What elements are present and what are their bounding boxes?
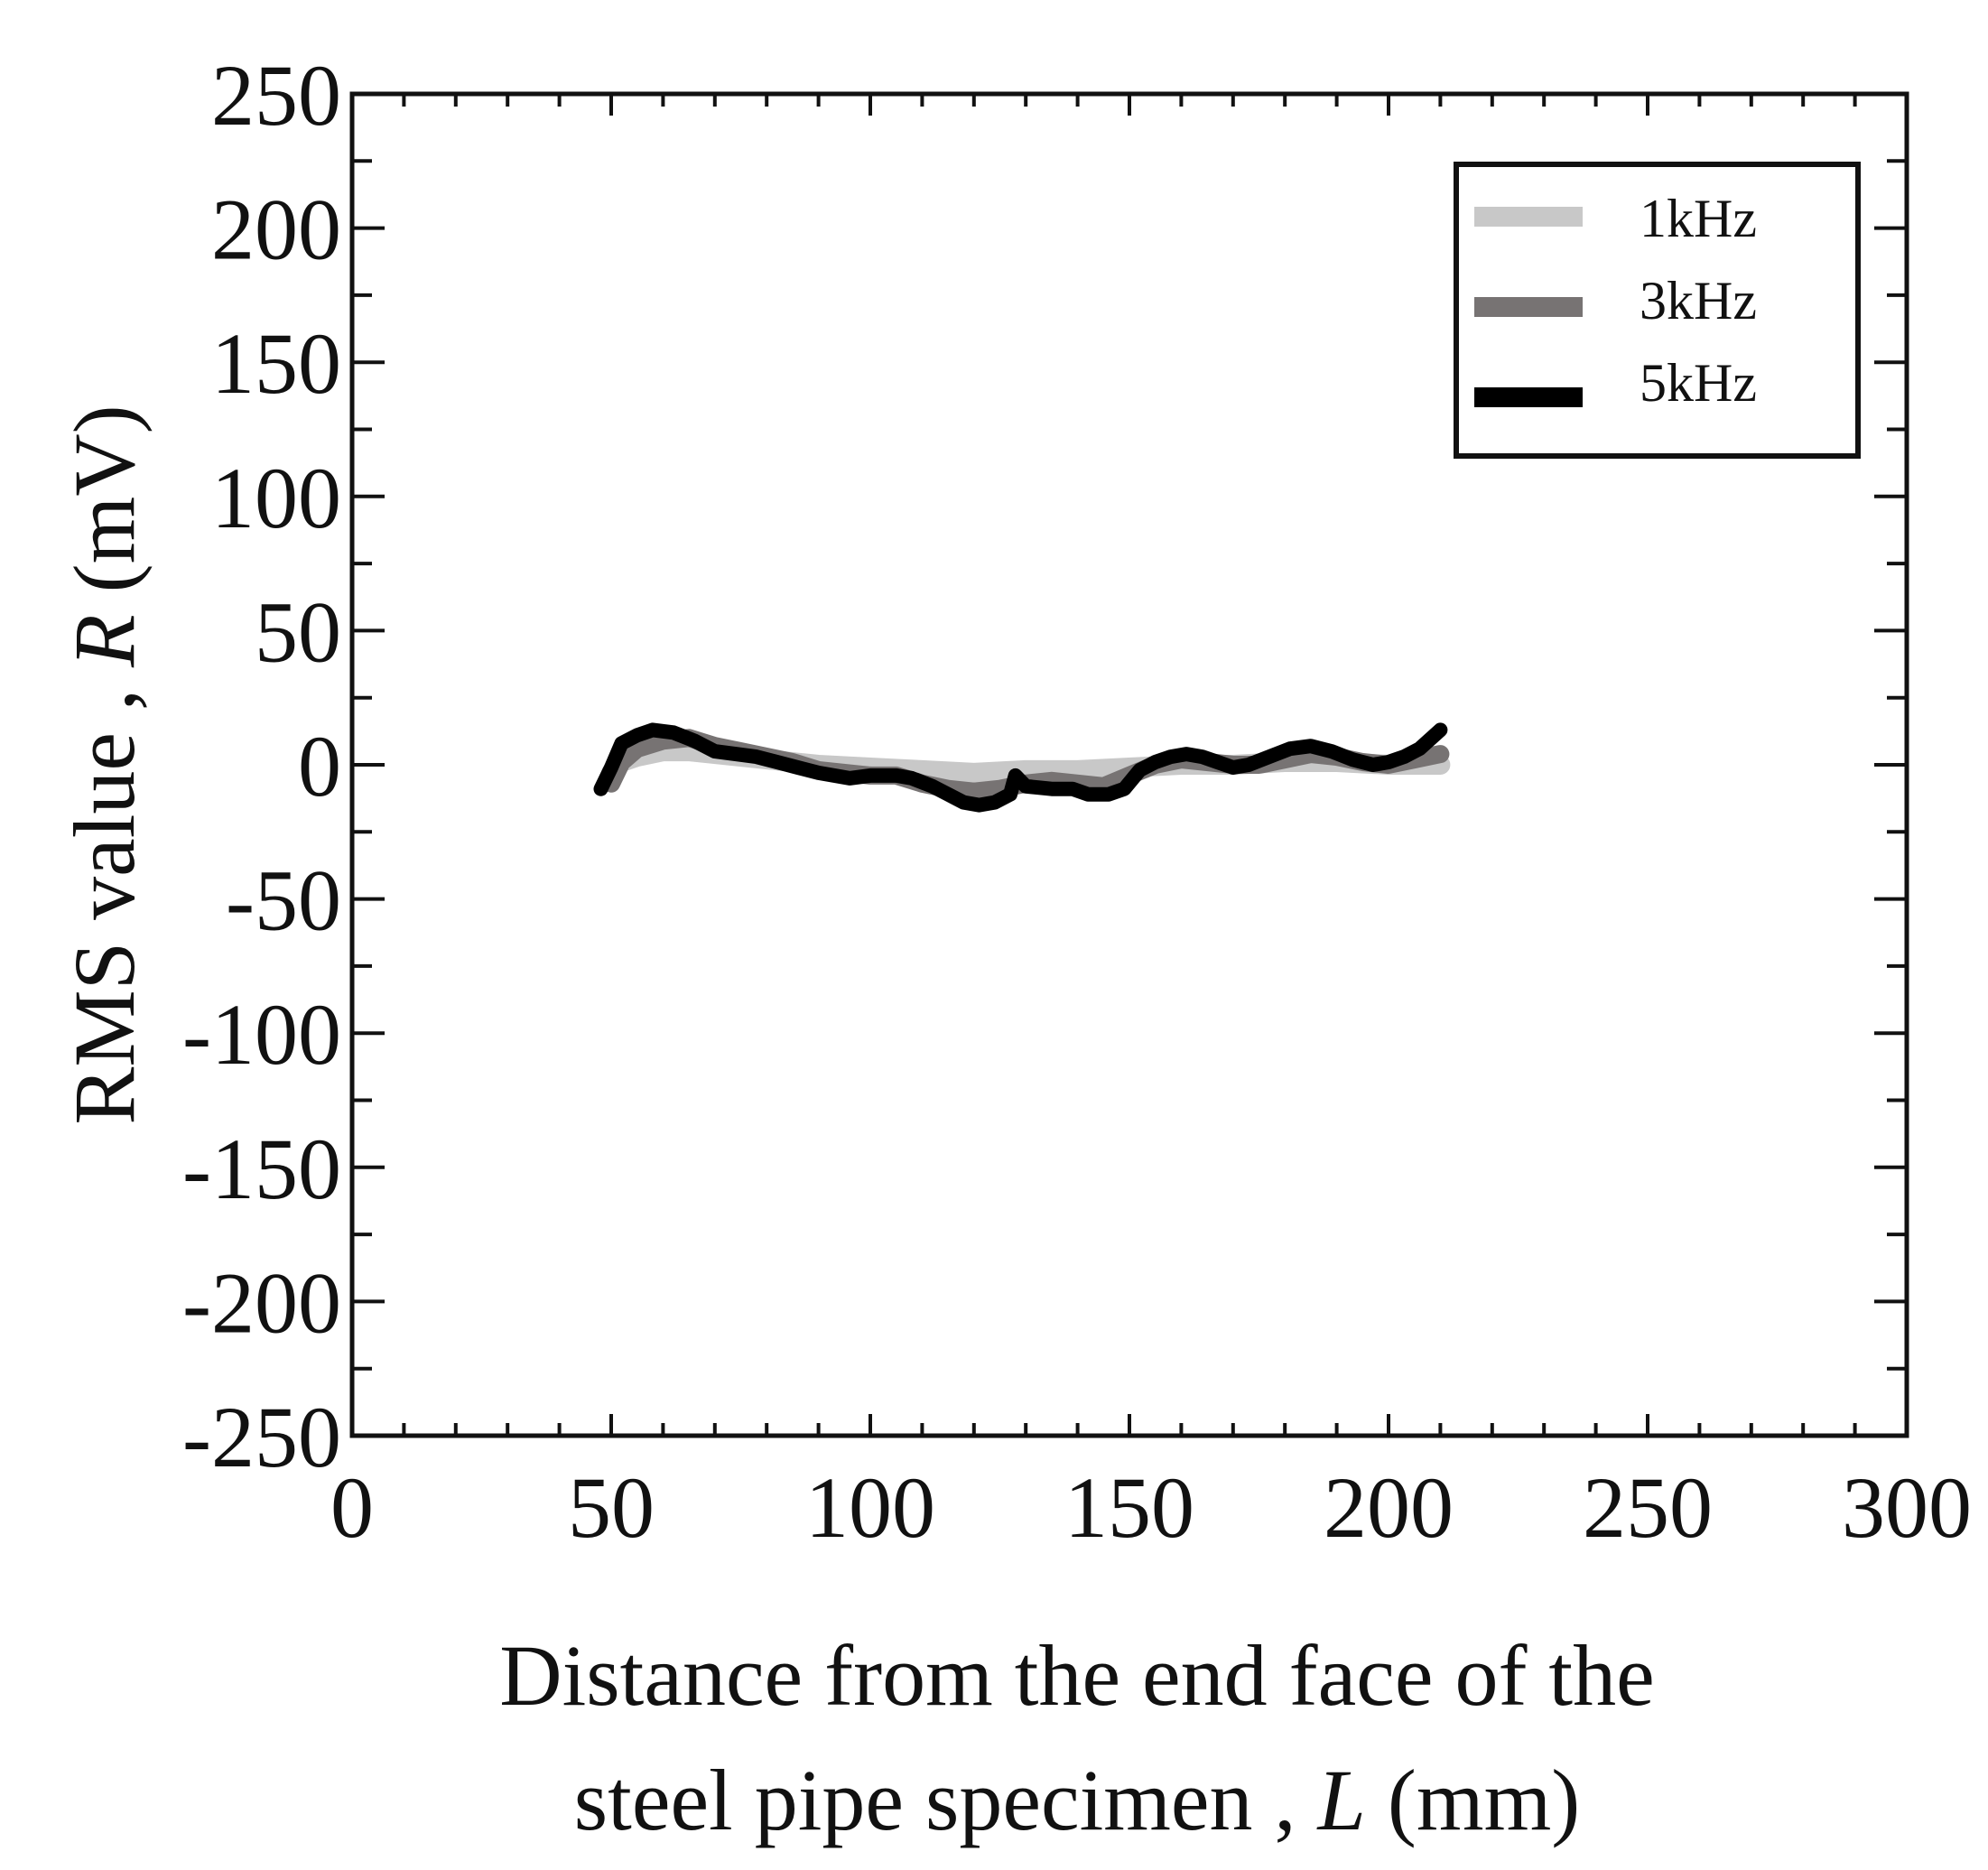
x-tick-label: 200 bbox=[1324, 1459, 1454, 1556]
y-tick-label: 50 bbox=[255, 583, 341, 680]
legend-label-3khz: 3kHz bbox=[1640, 271, 1757, 330]
y-axis-title: RMS value , R (mV) bbox=[56, 405, 153, 1124]
series-line-5khz bbox=[593, 722, 1448, 813]
y-tick-label: -100 bbox=[182, 986, 341, 1083]
y-tick-label: 100 bbox=[211, 450, 341, 546]
x-tick-label: 100 bbox=[805, 1459, 935, 1556]
y-axis-title-main: RMS value , bbox=[56, 667, 153, 1125]
x-axis-title-variable: L bbox=[1316, 1752, 1366, 1848]
x-axis-tick-labels: 0 50 100 150 200 250 300 bbox=[330, 1459, 1972, 1556]
x-tick-label: 150 bbox=[1064, 1459, 1194, 1556]
series-layer bbox=[593, 722, 1451, 813]
y-tick-label: 200 bbox=[211, 181, 341, 278]
x-tick-label: 300 bbox=[1842, 1459, 1972, 1556]
y-tick-label: -200 bbox=[182, 1254, 341, 1351]
legend-label-1khz: 1kHz bbox=[1640, 189, 1757, 248]
x-axis-title-text: steel pipe specimen , bbox=[574, 1752, 1318, 1848]
x-axis-title: Distance from the end face of the steel … bbox=[499, 1627, 1654, 1848]
y-axis-title-text: RMS value , R (mV) bbox=[56, 405, 153, 1124]
y-axis-tick-labels: 250 200 150 100 50 0 -50 -100 -150 -200 -250 bbox=[182, 47, 341, 1485]
x-tick-label: 50 bbox=[568, 1459, 655, 1556]
x-axis-title-unit: (mm) bbox=[1366, 1752, 1580, 1848]
x-axis-title-line2: steel pipe specimen , L (mm) bbox=[574, 1752, 1580, 1848]
x-tick-label: 250 bbox=[1583, 1459, 1713, 1556]
y-tick-label: -250 bbox=[182, 1389, 341, 1485]
x-axis-title-line1: Distance from the end face of the bbox=[499, 1627, 1654, 1724]
x-tick-label: 0 bbox=[330, 1459, 374, 1556]
y-tick-label: -50 bbox=[226, 852, 341, 949]
y-tick-label: 250 bbox=[211, 47, 341, 144]
y-axis-title-variable: R bbox=[56, 614, 153, 668]
y-tick-label: -150 bbox=[182, 1121, 341, 1217]
y-tick-label: 0 bbox=[298, 718, 341, 814]
axis-ticks bbox=[350, 92, 1909, 1437]
legend: 1kHz 3kHz 5kHz bbox=[1454, 162, 1861, 459]
y-axis-title-unit: (mV) bbox=[56, 405, 153, 614]
legend-label-5khz: 5kHz bbox=[1640, 353, 1757, 413]
y-tick-label: 150 bbox=[211, 315, 341, 412]
